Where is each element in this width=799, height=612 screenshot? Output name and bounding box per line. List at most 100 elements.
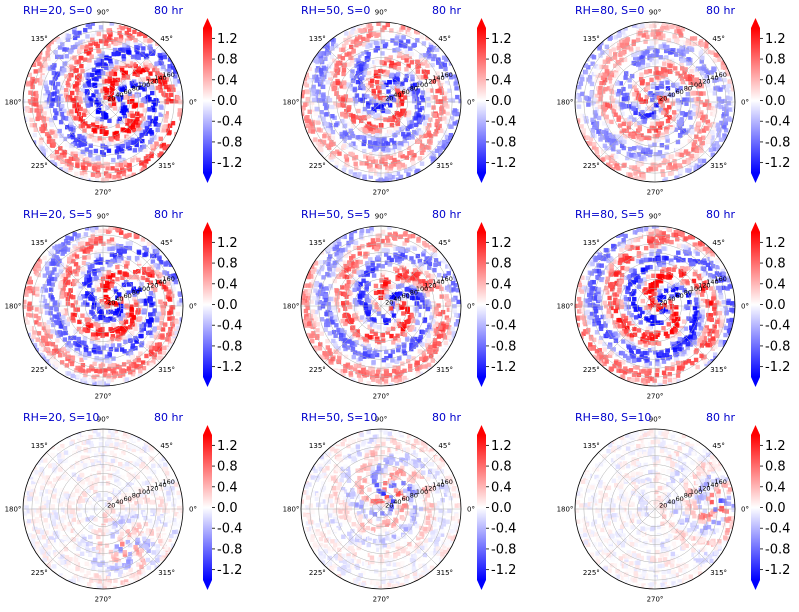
angle-tick-label: 0° (467, 303, 475, 311)
radial-tick-label: 160 (162, 478, 174, 486)
angle-tick-label: 135° (31, 239, 48, 247)
colorbar-tick-label: -0.8 (765, 542, 790, 557)
panel-time-label: 80 hr (706, 208, 735, 221)
angle-tick-label: 45° (438, 239, 450, 247)
colorbar-extend-min (751, 377, 760, 387)
radial-tick-label: 120 (146, 78, 158, 86)
radial-tick-label: 100 (138, 488, 150, 496)
polar-grid (301, 22, 461, 182)
angle-tick-label: 135° (31, 442, 48, 450)
colorbar-tick-label: 0.0 (217, 501, 238, 516)
radial-tick-label: 140 (706, 278, 718, 286)
colorbar: -1.2 -0.8 -0.4 0.0 0.4 0.8 1.2 (477, 18, 516, 183)
radial-tick-label: 100 (416, 81, 428, 89)
colorbar-tick-label: 0.8 (491, 460, 512, 475)
angle-tick-label: 45° (712, 35, 724, 43)
colorbar-tick-label: -1.2 (217, 563, 242, 578)
polar-frame (300, 21, 462, 183)
radial-tick-label: 40 (393, 498, 401, 506)
colorbar-gradient (203, 232, 212, 377)
radial-tick-label: 80 (132, 84, 140, 92)
radial-tick-label: 40 (393, 91, 401, 99)
panel-time-label: 80 hr (706, 4, 735, 17)
radial-tick-label: 80 (684, 491, 692, 499)
radial-tick-label: 120 (698, 78, 710, 86)
radial-tick-label: 120 (698, 282, 710, 290)
panel-time-label: 80 hr (706, 411, 735, 424)
angle-tick-label: 180° (5, 303, 22, 311)
angle-tick-label: 0° (741, 99, 749, 107)
angle-tick-label: 135° (309, 35, 326, 43)
colorbar: -1.2 -0.8 -0.4 0.0 0.4 0.8 1.2 (203, 18, 242, 183)
colorbar-tick-label: 1.2 (217, 236, 238, 251)
colorbar-tick-label: -0.8 (491, 339, 516, 354)
angle-tick-label: 45° (712, 239, 724, 247)
panel-title: RH=50, S=5 (301, 208, 370, 221)
radial-tick-label: 140 (432, 278, 444, 286)
colorbar-tick-label: 0.8 (217, 257, 238, 272)
colorbar-tick-label: 1.2 (491, 236, 512, 251)
angle-tick-label: 90° (649, 213, 661, 221)
angle-tick-label: 315° (436, 366, 453, 374)
polar-frame (22, 21, 184, 183)
colorbar-tick-label: 0.8 (217, 53, 238, 68)
panel-time-label: 80 hr (154, 411, 183, 424)
colorbar-tick-label: 0.8 (765, 460, 786, 475)
angle-tick-label: 0° (467, 506, 475, 514)
radial-tick-label: 80 (410, 288, 418, 296)
radial-tick-label: 20 (385, 95, 393, 103)
colorbar-tick-label: 0.4 (491, 277, 512, 292)
colorbar-tick-label: -0.4 (491, 319, 516, 334)
radial-tick-label: 20 (385, 502, 393, 510)
panel-title: RH=20, S=10 (23, 411, 99, 424)
colorbar-extend-max (203, 222, 212, 232)
radial-tick-label: 40 (667, 498, 675, 506)
radial-tick-label: 160 (162, 71, 174, 79)
angle-tick-label: 180° (5, 506, 22, 514)
polar-grid (575, 22, 735, 182)
radial-tick-label: 60 (401, 495, 409, 503)
polar-frame (574, 225, 736, 387)
angle-tick-label: 45° (712, 442, 724, 450)
colorbar-tick-label: 1.2 (765, 236, 786, 251)
radial-tick-label: 140 (706, 481, 718, 489)
colorbar-gradient (477, 435, 486, 580)
radial-tick-label: 80 (410, 491, 418, 499)
angle-tick-label: 315° (710, 569, 727, 577)
polar-grid (301, 429, 461, 589)
colorbar-tick-label: 0.0 (491, 501, 512, 516)
radial-tick-label: 80 (684, 84, 692, 92)
colorbar-tick-label: 0.0 (217, 94, 238, 109)
colorbar-tick-label: 0.4 (491, 73, 512, 88)
colorbar: -1.2 -0.8 -0.4 0.0 0.4 0.8 1.2 (751, 222, 790, 387)
radial-tick-label: 100 (138, 285, 150, 293)
colorbar-extend-max (477, 18, 486, 28)
colorbar: -1.2 -0.8 -0.4 0.0 0.4 0.8 1.2 (477, 222, 516, 387)
colorbar-gradient (751, 28, 760, 173)
radial-tick-label: 20 (659, 502, 667, 510)
colorbar-gradient (477, 232, 486, 377)
colorbar-tick-label: 0.4 (217, 480, 238, 495)
panel-time-label: 80 hr (154, 4, 183, 17)
radial-tick-label: 140 (154, 278, 166, 286)
colorbar: -1.2 -0.8 -0.4 0.0 0.4 0.8 1.2 (751, 18, 790, 183)
angle-tick-label: 315° (710, 162, 727, 170)
radial-tick-label: 60 (123, 88, 131, 96)
panel-time-label: 80 hr (432, 208, 461, 221)
colorbar-tick-label: -1.2 (491, 563, 516, 578)
colorbar-extend-max (751, 425, 760, 435)
angle-tick-label: 270° (95, 189, 112, 197)
angle-tick-label: 90° (375, 9, 387, 17)
angle-tick-label: 45° (160, 35, 172, 43)
angle-tick-label: 135° (31, 35, 48, 43)
colorbar-extend-max (477, 222, 486, 232)
colorbar-tick-label: 0.4 (765, 480, 786, 495)
angle-tick-label: 135° (583, 35, 600, 43)
angle-tick-label: 0° (467, 99, 475, 107)
colorbar-tick-label: 0.8 (491, 53, 512, 68)
colorbar-tick-label: 1.2 (217, 439, 238, 454)
radial-tick-label: 140 (706, 74, 718, 82)
angle-tick-label: 45° (438, 442, 450, 450)
